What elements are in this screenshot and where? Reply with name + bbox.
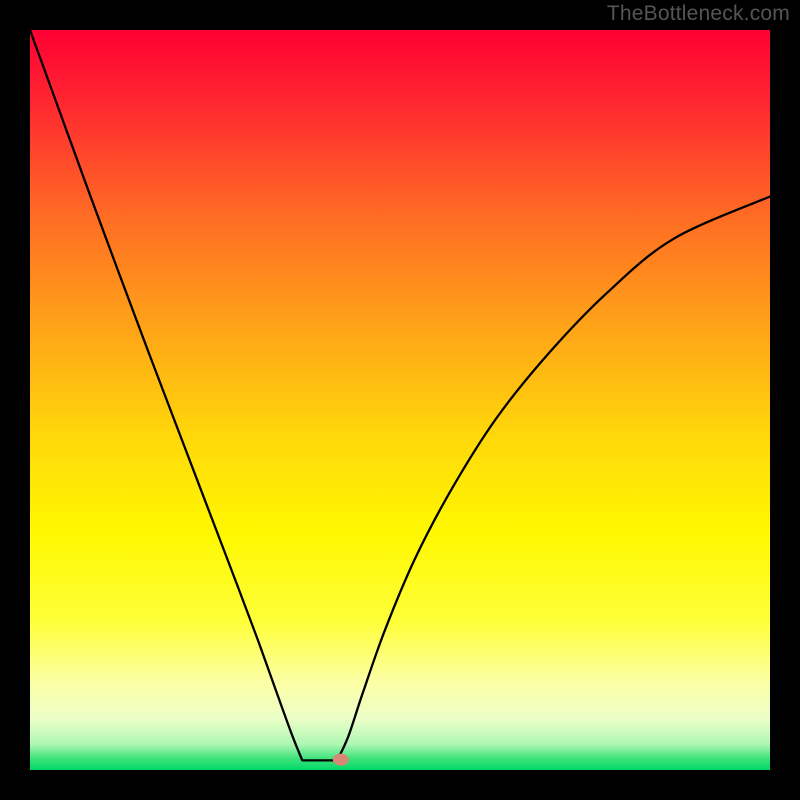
optimal-point-marker bbox=[333, 754, 349, 766]
plot-background bbox=[30, 30, 770, 770]
chart-container: TheBottleneck.com bbox=[0, 0, 800, 800]
watermark-text: TheBottleneck.com bbox=[607, 2, 790, 26]
bottleneck-chart bbox=[0, 0, 800, 800]
